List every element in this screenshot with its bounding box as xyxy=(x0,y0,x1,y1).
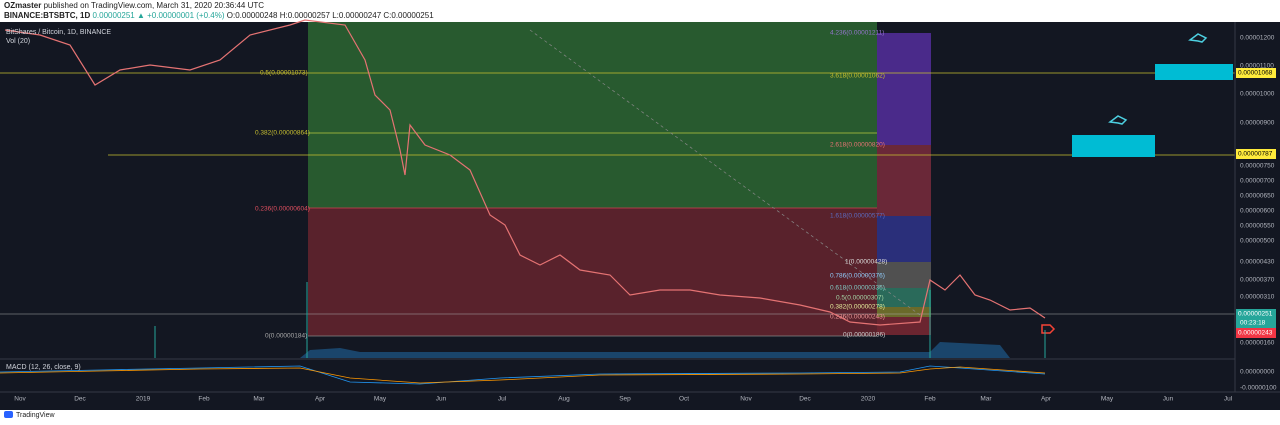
time-label: Oct xyxy=(679,396,689,403)
fib-ext-label: 0.786(0.00000376) xyxy=(830,273,885,280)
time-label: Feb xyxy=(198,396,210,403)
time-label: Aug xyxy=(558,396,570,403)
marker-fib: 0.00000243 xyxy=(1238,330,1273,337)
ext-zone xyxy=(877,307,931,317)
price-label: 0.00000370 xyxy=(1240,277,1275,284)
fib-label: 0.382(0.00000864) xyxy=(255,130,310,137)
close: C:0.00000251 xyxy=(383,11,434,20)
ext-zone xyxy=(877,262,931,288)
ext-zone xyxy=(877,288,931,307)
price-series xyxy=(4,19,1046,326)
marker-bg xyxy=(1236,149,1276,159)
ext-zone xyxy=(877,145,931,216)
time-label: Mar xyxy=(253,396,265,403)
price-label: 0.00001200 xyxy=(1240,35,1275,42)
time-label: Dec xyxy=(799,396,811,403)
time-label: Nov xyxy=(740,396,752,403)
price-label: 0.00000750 xyxy=(1240,163,1275,170)
price-label: 0.00000310 xyxy=(1240,294,1275,301)
price-label: 0.00000600 xyxy=(1240,208,1275,215)
fib-ext-label: 4.236(0.00001211) xyxy=(830,30,884,37)
macd-label: -0.00000100 xyxy=(1240,385,1277,392)
hand-icon xyxy=(1041,324,1056,334)
hand-icon xyxy=(1108,115,1128,125)
volume-area xyxy=(300,342,1010,358)
time-label: Sep xyxy=(619,396,631,403)
time-label: May xyxy=(1101,396,1114,403)
fib-label: 0.236(0.00000604) xyxy=(255,206,310,213)
time-label: Dec xyxy=(74,396,86,403)
marker-bg xyxy=(1236,68,1276,78)
price-label: 0.00000650 xyxy=(1240,193,1275,200)
time-label: Jun xyxy=(1163,396,1174,403)
time-label: Jul xyxy=(498,396,507,403)
ext-zone xyxy=(877,317,931,335)
fib-labels: 0.5(0.00001073) 0.382(0.00000864) 0.236(0.… xyxy=(255,30,887,340)
target-box xyxy=(1072,135,1155,157)
publisher: OZmaster xyxy=(4,1,41,10)
fib-ext-label: 0.5(0.00000307) xyxy=(836,295,884,302)
time-label: Feb xyxy=(924,396,936,403)
time-label: 2020 xyxy=(861,396,876,403)
marker-upper: 0.00001068 xyxy=(1238,70,1273,77)
legend-volume: Vol (20) xyxy=(6,38,30,45)
ext-zone xyxy=(877,33,931,145)
time-label: Apr xyxy=(315,396,326,403)
fib-ext-label: 0.382(0.00000278) xyxy=(830,304,885,311)
marker-last: 0.00000251 xyxy=(1238,311,1273,318)
fib-label: 0(0.00000184) xyxy=(265,333,307,340)
price-label: 0.00000430 xyxy=(1240,259,1275,266)
low: L:0.00000247 xyxy=(332,11,381,20)
time-label: May xyxy=(374,396,387,403)
fib-ext-label: 0.236(0.00000243) xyxy=(830,314,885,321)
time-label: Jun xyxy=(436,396,447,403)
open: O:0.00000248 xyxy=(227,11,278,20)
change: ▲ +0.00000001 (+0.4%) xyxy=(137,11,225,20)
price-label: 0.00000160 xyxy=(1240,340,1275,347)
price-label: 0.00001000 xyxy=(1240,91,1275,98)
fib-ext-label: 0(0.00000186) xyxy=(843,332,885,339)
fib-ext-label: 1.618(0.00000577) xyxy=(830,213,885,220)
legend-title: BitShares / Bitcoin, 1D, BINANCE xyxy=(6,29,111,36)
brand-logo xyxy=(4,411,13,418)
fib-ext-label: 2.618(0.00000820) xyxy=(830,142,885,149)
symbol: BINANCE:BTSBTC, 1D xyxy=(4,11,90,20)
time-label: 2019 xyxy=(136,396,151,403)
marker-lower: 0.00000787 xyxy=(1238,151,1273,158)
signal-line xyxy=(0,366,1046,384)
price-label: 0.00000500 xyxy=(1240,238,1275,245)
fib-ext-label: 3.618(0.00001062) xyxy=(830,73,885,80)
hand-icon xyxy=(1188,33,1208,43)
last: 0.00000251 xyxy=(92,11,135,20)
header-line-1: OZmaster published on TradingView.com, M… xyxy=(4,1,264,10)
macd-line xyxy=(0,365,1046,385)
legend-macd: MACD (12, 26, close, 9) xyxy=(6,364,81,371)
time-label: Apr xyxy=(1041,396,1052,403)
ext-zone xyxy=(877,216,931,262)
price-label: 0.00001100 xyxy=(1240,63,1274,70)
time-label: Nov xyxy=(14,396,26,403)
time-label: Jul xyxy=(1224,396,1233,403)
high: H:0.00000257 xyxy=(280,11,331,20)
fib-ext-label: 1(0.00000428) xyxy=(845,259,887,266)
brand: TradingView xyxy=(16,412,55,419)
price-label: 0.00000900 xyxy=(1240,120,1275,127)
time-label: Mar xyxy=(980,396,992,403)
fib-ext-label: 0.618(0.00000336) xyxy=(830,285,885,292)
time-axis: Nov Dec 2019 Feb Mar Apr May Jun Jul Aug Sep Oct Nov… xyxy=(14,396,1232,403)
fib-label: 0.5(0.00001073) xyxy=(260,70,308,77)
trend-line xyxy=(529,29,921,316)
price-label: 0.00000550 xyxy=(1240,223,1275,230)
marker-bg xyxy=(1236,309,1276,328)
header-line-2: BINANCE:BTSBTC, 1D 0.00000251 ▲ +0.00000… xyxy=(4,11,434,20)
target-box xyxy=(1155,64,1233,80)
published: published on TradingView.com, March 31, … xyxy=(44,1,265,10)
marker-countdown: 00:23:18 xyxy=(1240,320,1266,327)
price-label: 0.00000700 xyxy=(1240,178,1275,185)
green-zone xyxy=(308,22,877,208)
macd-label: 0.00000000 xyxy=(1240,369,1275,376)
marker-bg xyxy=(1236,328,1276,338)
